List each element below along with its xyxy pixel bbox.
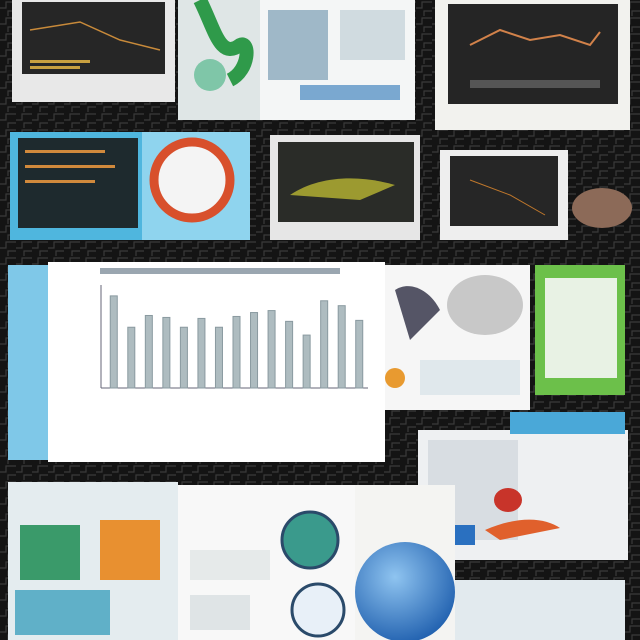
bar (250, 312, 259, 389)
document-bottom (178, 485, 355, 640)
panel-elephant (385, 265, 530, 410)
collage-bottom-left (8, 482, 178, 640)
bar (109, 295, 118, 389)
panel-green (535, 265, 625, 395)
monitor-small (440, 150, 632, 240)
bar (162, 316, 171, 389)
panel-cyan (10, 132, 250, 240)
bar (337, 305, 346, 389)
bar (144, 314, 153, 389)
ruler-strip (8, 265, 48, 460)
bar (197, 317, 206, 389)
monitor-bird (270, 135, 420, 240)
title-smudge (100, 268, 340, 274)
bar (320, 300, 329, 389)
bar (214, 326, 223, 389)
document-top (178, 0, 415, 120)
bar (267, 310, 276, 389)
bar (355, 319, 364, 389)
plot (100, 285, 368, 389)
bar (302, 334, 311, 389)
bar (127, 326, 136, 389)
globe-panel (355, 485, 625, 640)
monitor-top-left (12, 0, 175, 102)
bar (285, 320, 294, 389)
bar (179, 326, 188, 389)
bar (232, 315, 241, 389)
monitor-top-right (435, 0, 630, 130)
